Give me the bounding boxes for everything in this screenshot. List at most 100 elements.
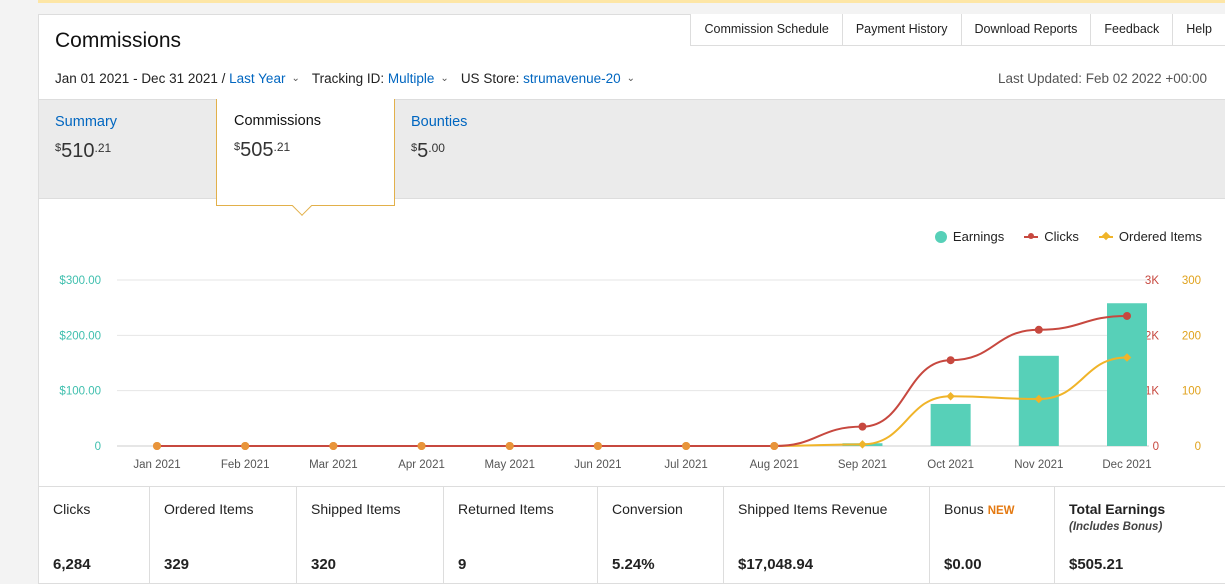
x-tick-label: Oct 2021 (927, 459, 974, 471)
tracking-id-selector[interactable]: Multiple (387, 71, 435, 86)
x-tick-label: Feb 2021 (221, 459, 270, 471)
point-clicks (329, 442, 338, 450)
report-tabs: Commission Schedule Payment History Down… (690, 14, 1225, 46)
metric-ordered-items: Ordered Items 329 (150, 487, 297, 584)
metric-bonus: Bonus NEW $0.00 (930, 487, 1055, 584)
y-tick-right-items: 200 (1182, 330, 1201, 342)
metric-shipped-items: Shipped Items 320 (297, 487, 444, 584)
y-tick-right-clicks: 3K (1145, 275, 1159, 287)
metric-label: Bonus NEW (944, 501, 1015, 517)
metric-value: $17,048.94 (738, 556, 814, 573)
x-tick-label: Jun 2021 (574, 459, 621, 471)
period-selector[interactable]: Last Year (229, 71, 286, 86)
earnings-chart: 0 0 0 $100.00 1K 100 $200.00 2K 200 $300.00 3K 300 J… (39, 201, 1225, 486)
metric-value: $505.21 (1069, 556, 1124, 573)
point-clicks (505, 442, 514, 450)
date-range: Jan 01 2021 - Dec 31 2021 / (55, 71, 226, 86)
x-tick-label: Dec 2021 (1102, 459, 1151, 471)
metric-clicks: Clicks 6,284 (39, 487, 150, 584)
y-tick-left: $100.00 (59, 386, 101, 398)
tracking-label: Tracking ID: (311, 71, 385, 86)
store-label: US Store: (460, 71, 520, 86)
point-clicks (946, 356, 955, 365)
point-clicks (153, 442, 161, 450)
tab-help[interactable]: Help (1172, 14, 1225, 46)
metric-total-earnings: Total Earnings (Includes Bonus) $505.21 (1055, 487, 1225, 584)
metric-label: Ordered Items (164, 501, 254, 517)
store-selector[interactable]: strumavenue-20 (523, 71, 621, 86)
bounties-value: $5.00 (411, 140, 445, 162)
filter-bar: Jan 01 2021 - Dec 31 2021 / Last Year ⌄ … (55, 71, 647, 86)
metric-returned-items: Returned Items 9 (444, 487, 598, 584)
chart-svg: 0 0 0 $100.00 1K 100 $200.00 2K 200 $300.00 3K 300 J… (59, 275, 1201, 471)
x-tick-label: Sep 2021 (838, 459, 887, 471)
commissions-stat: Commissions $505.21 (234, 113, 321, 162)
new-badge: NEW (987, 505, 1015, 517)
legend-clicks[interactable]: Clicks (1024, 229, 1079, 244)
y-tick-right-items: 0 (1195, 441, 1201, 453)
last-updated: Last Updated: Feb 02 2022 +00:00 (997, 71, 1207, 86)
page-title: Commissions (55, 29, 182, 52)
point-ordered-items (946, 391, 955, 401)
point-ordered-items (858, 440, 867, 449)
y-tick-right-clicks: 0 (1153, 441, 1159, 453)
metric-label: Shipped Items Revenue (738, 501, 888, 517)
point-clicks (1034, 325, 1043, 334)
metric-value: 5.24% (612, 556, 655, 573)
metric-shipped-revenue: Shipped Items Revenue $17,048.94 (724, 487, 930, 584)
metrics-row: Clicks 6,284 Ordered Items 329 Shipped I… (39, 486, 1225, 584)
metric-label: Conversion (612, 501, 683, 517)
commissions-panel: Commissions Commission Schedule Payment … (38, 14, 1225, 584)
y-tick-left: $300.00 (59, 275, 101, 287)
x-tick-label: Nov 2021 (1014, 459, 1063, 471)
point-ordered-items (1034, 394, 1044, 404)
metric-value: 6,284 (53, 556, 91, 573)
metric-label: Clicks (53, 501, 91, 517)
point-clicks (1123, 311, 1131, 320)
legend-ordered-items[interactable]: Ordered Items (1098, 229, 1202, 244)
metric-value: 9 (458, 556, 467, 573)
metric-sublabel: (Includes Bonus) (1069, 521, 1163, 533)
line-ordered-items (157, 356, 1128, 448)
y-tick-right-items: 100 (1182, 386, 1201, 398)
legend-earnings[interactable]: Earnings (934, 229, 1004, 244)
point-clicks (682, 442, 691, 450)
point-clicks (593, 442, 602, 450)
bar-earnings (1107, 303, 1147, 446)
bar-earnings (930, 403, 971, 446)
x-tick-label: Apr 2021 (398, 459, 445, 471)
y-tick-right-clicks: 2K (1145, 330, 1159, 342)
x-tick-label: Jan 2021 (133, 459, 180, 471)
commissions-label: Commissions (234, 113, 322, 129)
summary-stat[interactable]: Summary $510.21 (55, 114, 117, 163)
tab-payment-history[interactable]: Payment History (841, 14, 961, 46)
tab-feedback[interactable]: Feedback (1090, 14, 1173, 46)
commissions-card-selected[interactable]: Commissions $505.21 (216, 99, 395, 216)
chevron-down-icon[interactable]: ⌄ (626, 73, 636, 84)
metric-label: Total Earnings (1069, 501, 1166, 517)
chevron-down-icon[interactable]: ⌄ (440, 73, 449, 84)
tab-commission-schedule[interactable]: Commission Schedule (690, 14, 842, 46)
metric-conversion: Conversion 5.24% (598, 487, 724, 584)
point-clicks (417, 442, 426, 450)
x-tick-label: Jul 2021 (664, 459, 707, 471)
bounties-label[interactable]: Bounties (411, 114, 468, 130)
summary-value: $510.21 (55, 140, 112, 162)
summary-label[interactable]: Summary (55, 114, 118, 130)
commissions-value: $505.21 (234, 139, 291, 161)
bounties-stat[interactable]: Bounties $5.00 (411, 114, 467, 163)
y-tick-right-clicks: 1K (1145, 386, 1159, 398)
chevron-down-icon[interactable]: ⌄ (291, 73, 300, 84)
point-clicks (770, 442, 779, 450)
y-tick-left: 0 (95, 441, 101, 453)
notice-bar (38, 0, 1225, 3)
point-clicks (858, 422, 867, 431)
point-clicks (241, 442, 250, 450)
x-tick-label: Mar 2021 (309, 459, 358, 471)
tab-download-reports[interactable]: Download Reports (960, 14, 1091, 46)
metric-label: Returned Items (458, 501, 554, 517)
metric-value: $0.00 (944, 556, 982, 573)
chart-legend: Earnings Clicks Ordered Items (915, 229, 1202, 244)
metric-value: 329 (164, 556, 190, 573)
x-tick-label: Aug 2021 (750, 459, 799, 471)
